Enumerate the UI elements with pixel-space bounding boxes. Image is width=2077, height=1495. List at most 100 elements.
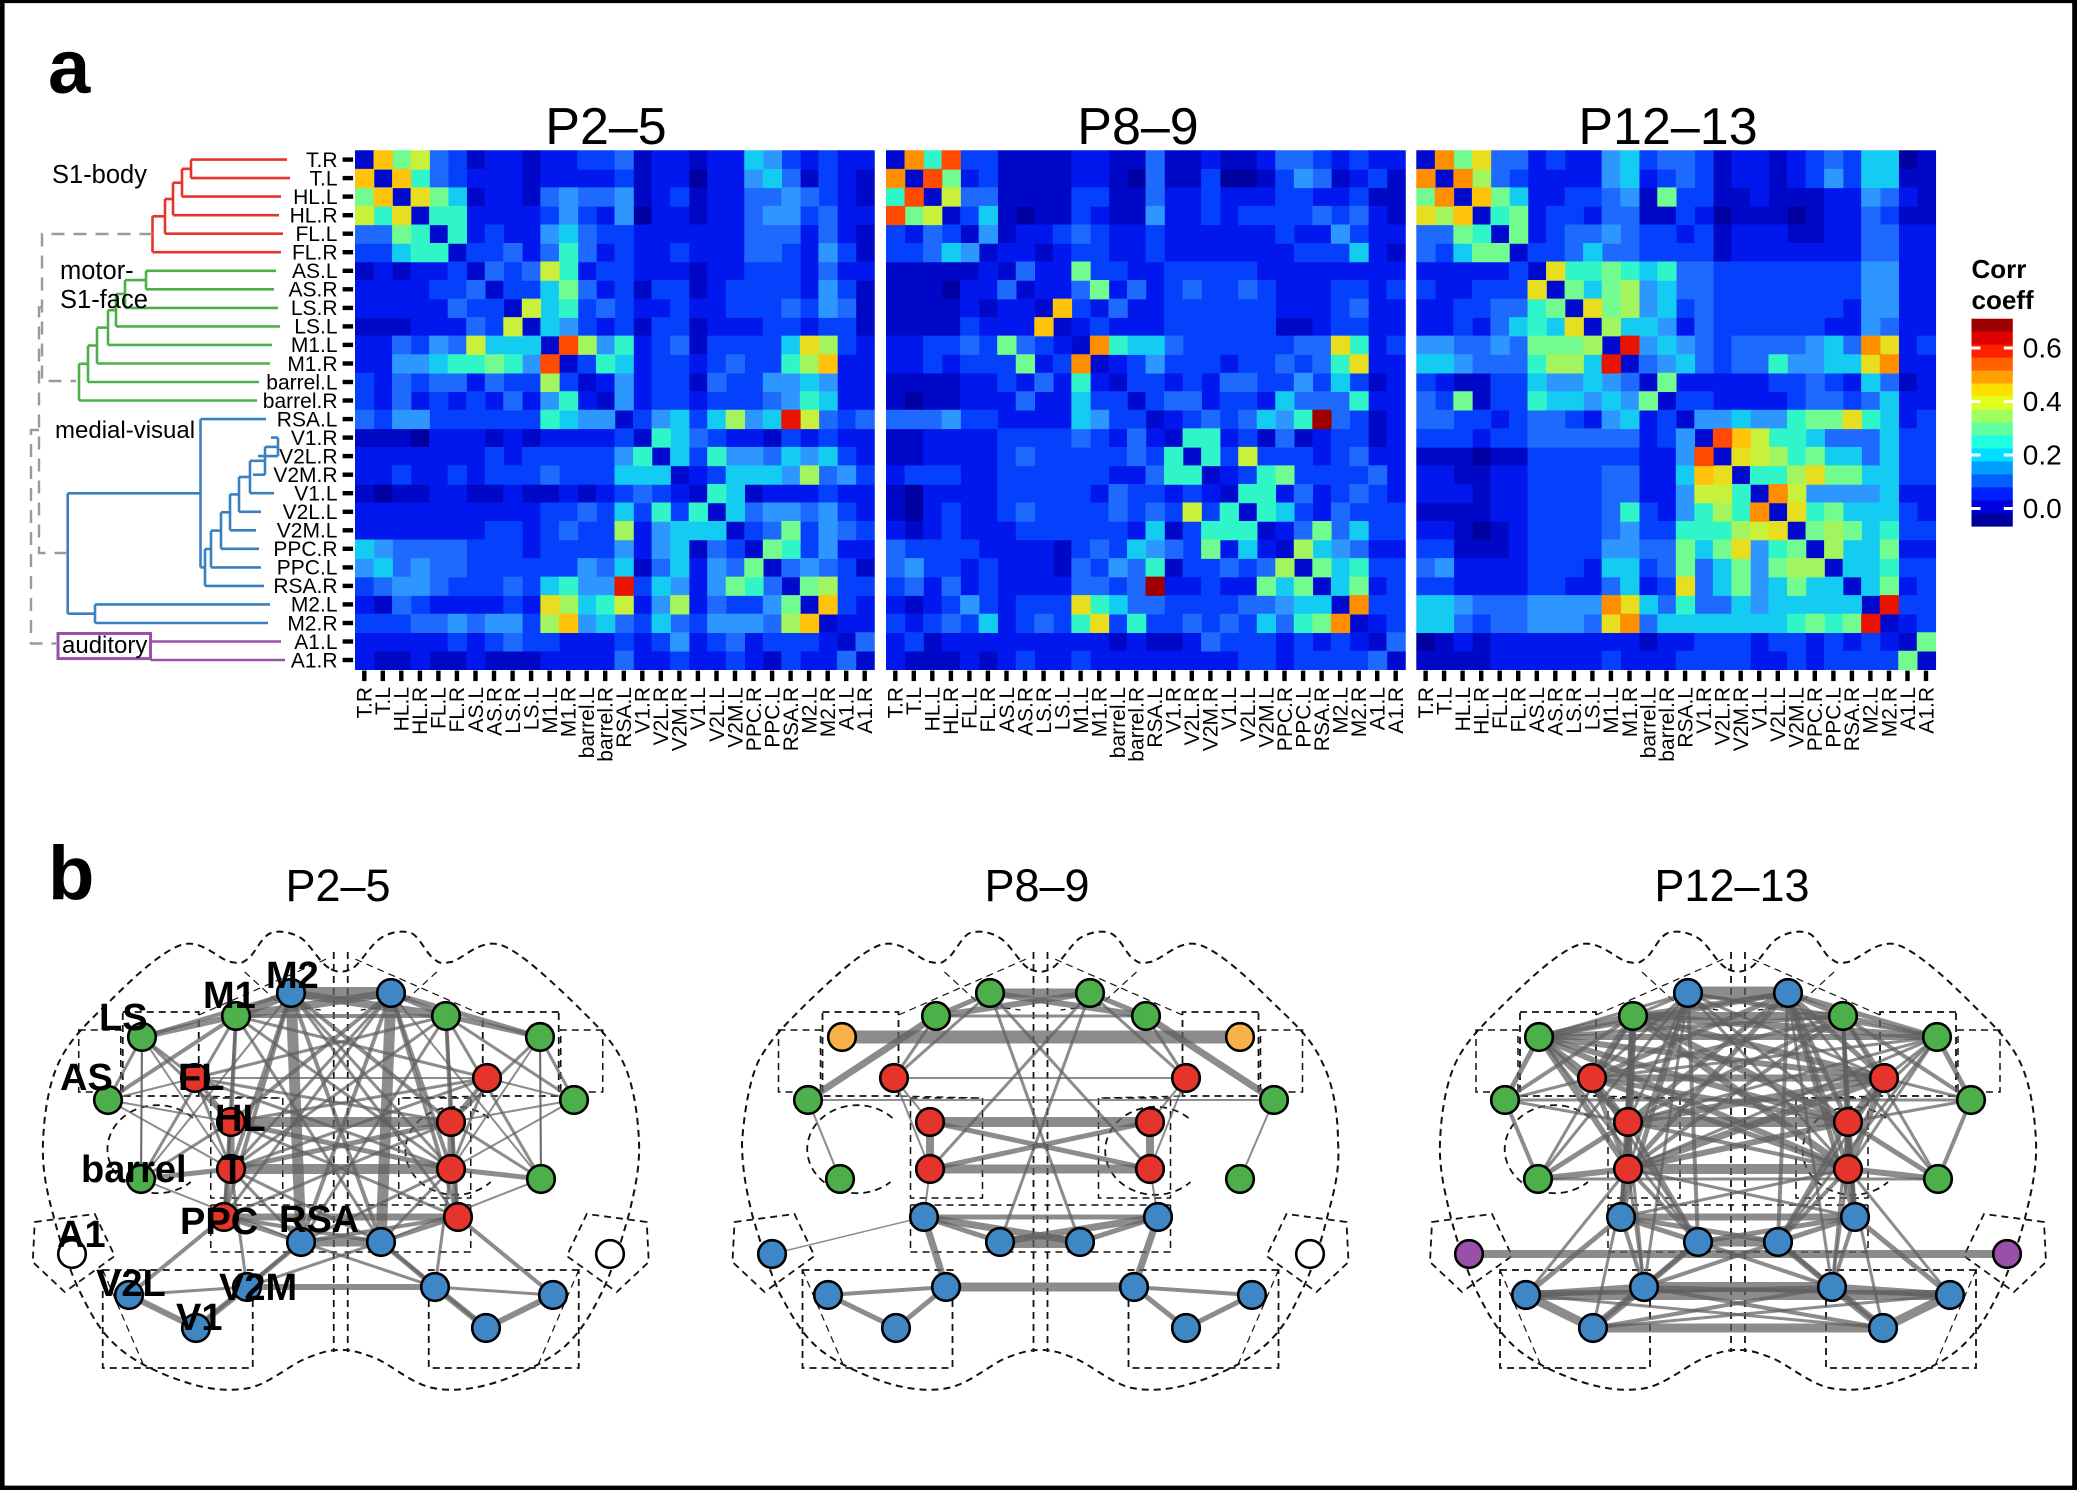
svg-text:M2.R: M2.R [1878, 687, 1901, 737]
svg-text:M2.L: M2.L [1860, 687, 1883, 734]
svg-text:LS.L: LS.L [1582, 687, 1605, 730]
svg-text:0.6: 0.6 [2023, 333, 2062, 364]
svg-text:LS.L: LS.L [294, 316, 337, 339]
svg-text:AS.L: AS.L [465, 687, 488, 733]
svg-text:T.L: T.L [1433, 687, 1456, 715]
svg-text:PPC.L: PPC.L [761, 687, 784, 748]
svg-text:A1.R: A1.R [854, 687, 877, 734]
svg-text:Corr: Corr [1972, 254, 2027, 284]
svg-text:A1.L: A1.L [294, 631, 337, 654]
svg-text:HL.R: HL.R [1471, 687, 1494, 735]
svg-text:T.R: T.R [354, 687, 377, 719]
svg-text:RSA.R: RSA.R [1311, 687, 1334, 751]
svg-text:barrel: barrel [81, 1149, 187, 1191]
svg-text:P12–13: P12–13 [1578, 98, 1757, 156]
svg-text:AS.R: AS.R [483, 687, 506, 736]
svg-text:barrel.L: barrel.L [576, 687, 599, 758]
svg-text:M1.L: M1.L [539, 687, 562, 734]
svg-text:barrel.R: barrel.R [595, 687, 618, 762]
svg-text:M2.R: M2.R [817, 687, 840, 737]
svg-text:M1.R: M1.R [558, 687, 581, 737]
svg-text:0.0: 0.0 [2023, 493, 2062, 524]
svg-text:V1.R: V1.R [632, 687, 655, 734]
svg-text:RSA.L: RSA.L [613, 687, 636, 748]
svg-text:coeff: coeff [1972, 285, 2034, 315]
svg-text:FL.R: FL.R [977, 687, 1000, 733]
svg-text:RSA.L: RSA.L [1674, 687, 1697, 748]
svg-text:RSA.R: RSA.R [1841, 687, 1864, 751]
svg-text:V1.L: V1.L [294, 483, 337, 506]
svg-text:0.4: 0.4 [2023, 386, 2062, 417]
svg-text:AS.L: AS.L [292, 260, 338, 283]
svg-text:motor-: motor- [60, 257, 134, 285]
svg-text:FL.R: FL.R [1508, 687, 1531, 733]
svg-text:T: T [221, 1149, 244, 1191]
svg-text:FL: FL [178, 1057, 224, 1099]
svg-text:a: a [48, 25, 91, 110]
svg-text:HL.R: HL.R [290, 205, 338, 228]
svg-text:barrel.L: barrel.L [266, 371, 337, 394]
svg-text:HL.R: HL.R [940, 687, 963, 735]
svg-text:V1.R: V1.R [1163, 687, 1186, 734]
svg-text:V2M.L: V2M.L [1255, 687, 1278, 748]
svg-text:V2L.R: V2L.R [1181, 687, 1204, 745]
svg-text:HL.L: HL.L [293, 186, 337, 209]
svg-text:barrel.R: barrel.R [1656, 687, 1679, 762]
svg-text:RSA.R: RSA.R [780, 687, 803, 751]
svg-text:LS: LS [99, 997, 148, 1039]
svg-text:V1.L: V1.L [1218, 687, 1241, 730]
svg-text:M1.L: M1.L [1600, 687, 1623, 734]
svg-text:auditory: auditory [62, 632, 147, 659]
svg-text:LS.R: LS.R [502, 687, 525, 734]
svg-text:V2M.R: V2M.R [273, 464, 337, 487]
svg-text:S1-body: S1-body [52, 161, 147, 189]
svg-text:P2–5: P2–5 [545, 98, 666, 156]
svg-text:FL.L: FL.L [959, 687, 982, 729]
svg-text:A1.R: A1.R [1915, 687, 1938, 734]
svg-text:LS.R: LS.R [1563, 687, 1586, 734]
svg-text:HL: HL [215, 1098, 266, 1140]
svg-text:AS.L: AS.L [996, 687, 1019, 733]
svg-text:PPC.L: PPC.L [1823, 687, 1846, 748]
svg-text:V2L.R: V2L.R [650, 687, 673, 745]
svg-text:FL.L: FL.L [428, 687, 451, 729]
svg-text:barrel.R: barrel.R [263, 390, 338, 413]
svg-text:M2.L: M2.L [1329, 687, 1352, 734]
svg-text:FL.R: FL.R [446, 687, 469, 733]
svg-text:V2L.L: V2L.L [1237, 687, 1260, 742]
svg-text:PPC.R: PPC.R [1804, 687, 1827, 751]
svg-text:V2M.R: V2M.R [669, 687, 692, 751]
svg-text:V2L.R: V2L.R [279, 445, 337, 468]
svg-text:T.L: T.L [309, 167, 337, 190]
svg-text:V2L: V2L [96, 1263, 166, 1305]
svg-text:T.L: T.L [903, 687, 926, 715]
svg-text:M1.L: M1.L [1070, 687, 1093, 734]
svg-text:P12–13: P12–13 [1654, 860, 1809, 911]
svg-text:V1: V1 [176, 1297, 222, 1339]
svg-text:AS.L: AS.L [1526, 687, 1549, 733]
svg-text:PPC.R: PPC.R [273, 538, 337, 561]
svg-text:HL.L: HL.L [391, 687, 414, 731]
svg-text:V2M.L: V2M.L [724, 687, 747, 748]
svg-text:FL.L: FL.L [295, 223, 337, 246]
svg-text:M1: M1 [203, 975, 256, 1017]
svg-text:AS.R: AS.R [1545, 687, 1568, 736]
svg-text:AS: AS [60, 1057, 113, 1099]
svg-text:A1.L: A1.L [836, 687, 859, 730]
svg-text:V2M.L: V2M.L [277, 520, 338, 543]
svg-text:M2.L: M2.L [798, 687, 821, 734]
svg-text:S1-face: S1-face [60, 286, 148, 314]
svg-text:M2: M2 [266, 955, 319, 997]
svg-text:medial-visual: medial-visual [55, 417, 195, 444]
svg-text:AS.R: AS.R [288, 279, 337, 302]
svg-text:LS.L: LS.L [520, 687, 543, 730]
svg-text:M2.L: M2.L [291, 594, 338, 617]
svg-text:LS.R: LS.R [1033, 687, 1056, 734]
svg-text:T.R: T.R [306, 149, 338, 172]
svg-text:HL.R: HL.R [409, 687, 432, 735]
svg-text:V2M.L: V2M.L [1786, 687, 1809, 748]
svg-text:RSA.L: RSA.L [1144, 687, 1167, 748]
svg-text:M1.R: M1.R [1089, 687, 1112, 737]
svg-text:PPC.L: PPC.L [1292, 687, 1315, 748]
svg-text:b: b [48, 831, 94, 916]
